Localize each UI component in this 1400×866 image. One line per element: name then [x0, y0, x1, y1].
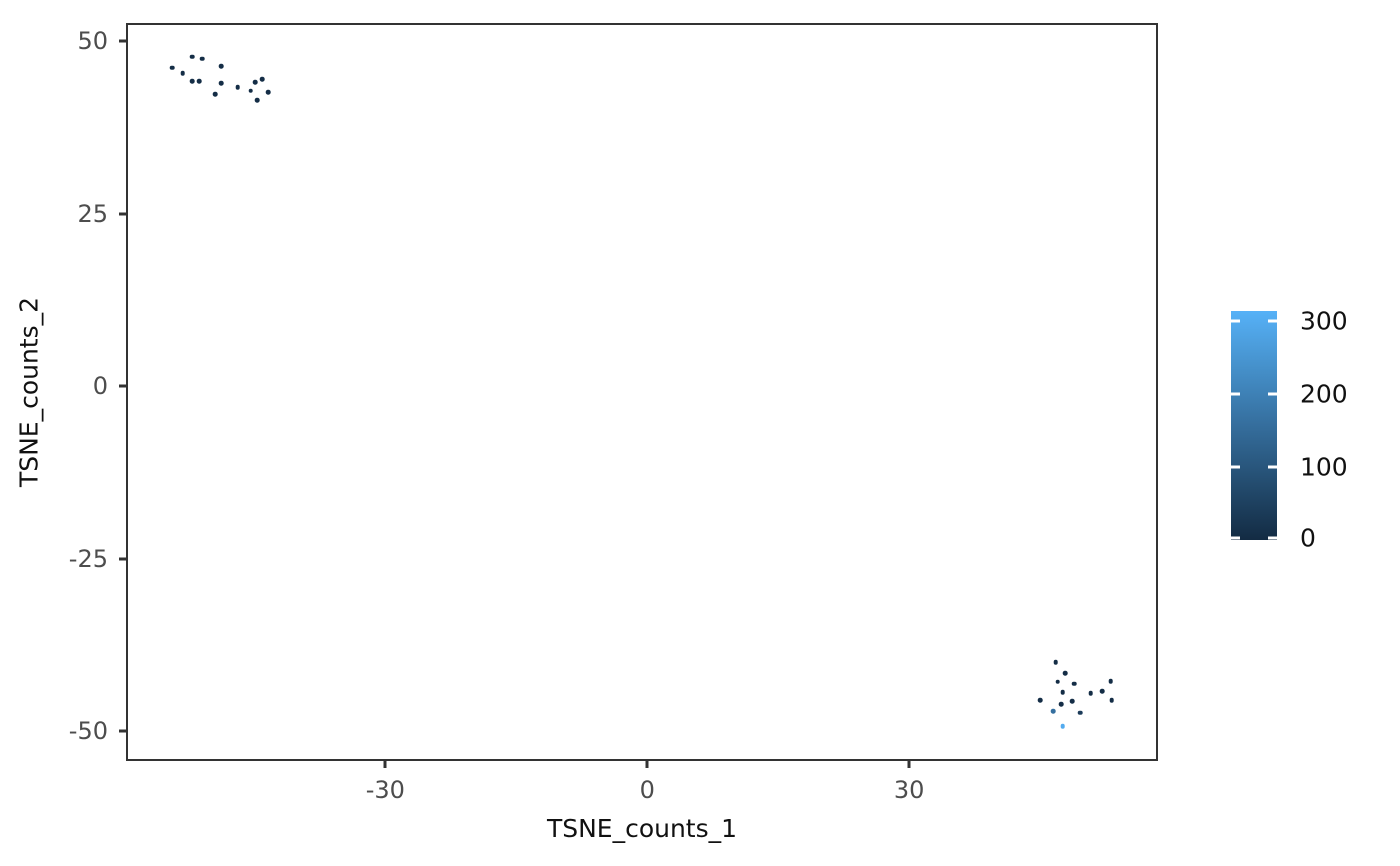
- data-point: [190, 78, 195, 84]
- colorbar-tick-mark: [1231, 465, 1240, 469]
- data-point: [235, 84, 241, 90]
- colorbar-tick-label: 200: [1300, 379, 1348, 409]
- x-tick-mark: [645, 761, 649, 768]
- data-point: [218, 64, 224, 69]
- data-point: [1088, 691, 1094, 696]
- y-tick-mark: [119, 384, 126, 388]
- data-point: [212, 91, 218, 97]
- data-point: [259, 76, 265, 82]
- x-axis-title: TSNE_counts_1: [546, 814, 738, 843]
- colorbar-tick-label: 0: [1300, 523, 1316, 553]
- y-tick-label: -25: [68, 544, 108, 573]
- y-tick-label: -50: [68, 717, 108, 746]
- data-point: [1108, 678, 1114, 684]
- data-point: [252, 80, 258, 85]
- y-tick-label: 50: [77, 26, 108, 55]
- x-tick-mark: [383, 761, 387, 768]
- colorbar-tick-mark: [1268, 536, 1277, 540]
- colorbar-legend: [1231, 311, 1277, 540]
- colorbar-tick-mark: [1231, 319, 1240, 323]
- data-point: [1037, 697, 1043, 703]
- y-tick-label: 0: [92, 372, 108, 401]
- data-point: [1109, 697, 1115, 703]
- data-point: [1077, 710, 1083, 715]
- data-point: [1055, 679, 1060, 684]
- data-point: [248, 88, 254, 93]
- y-tick-mark: [119, 212, 126, 216]
- data-point: [190, 54, 195, 60]
- data-point: [1070, 698, 1075, 704]
- colorbar-tick-mark: [1231, 536, 1240, 540]
- y-tick-label: 25: [77, 199, 108, 228]
- y-tick-mark: [119, 39, 126, 43]
- x-tick-label: 30: [893, 776, 925, 804]
- x-tick-mark: [907, 761, 911, 768]
- data-point: [1050, 708, 1056, 714]
- data-point: [197, 78, 202, 84]
- data-point: [180, 71, 186, 76]
- data-point: [1060, 689, 1066, 695]
- y-axis-title: TSNE_counts_2: [14, 296, 44, 488]
- colorbar-tick-mark: [1268, 465, 1277, 469]
- data-point: [1063, 671, 1068, 676]
- data-point: [1060, 724, 1066, 729]
- colorbar-tick-mark: [1268, 319, 1277, 323]
- data-point: [169, 65, 175, 71]
- data-point: [266, 89, 271, 95]
- x-tick-label: 0: [639, 776, 655, 804]
- data-point: [254, 98, 260, 103]
- data-point: [1058, 702, 1064, 707]
- x-tick-label: -30: [365, 776, 405, 804]
- data-point: [1071, 681, 1077, 686]
- data-point: [199, 56, 205, 62]
- data-point: [1099, 688, 1105, 694]
- colorbar-tick-label: 100: [1300, 452, 1348, 482]
- colorbar-tick-label: 300: [1300, 306, 1348, 336]
- y-tick-mark: [119, 557, 126, 561]
- y-tick-mark: [119, 729, 126, 733]
- plot-panel: [126, 23, 1158, 761]
- colorbar-tick-mark: [1231, 392, 1240, 396]
- data-point: [1053, 659, 1059, 665]
- colorbar-tick-mark: [1268, 392, 1277, 396]
- data-point: [218, 80, 224, 86]
